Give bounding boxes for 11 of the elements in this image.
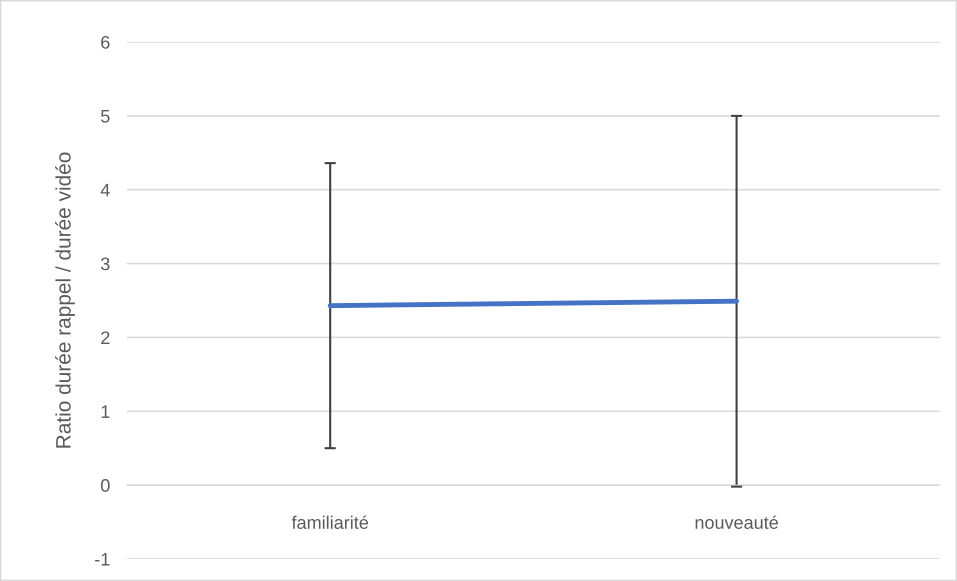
y-tick-label: 4 (100, 184, 110, 196)
y-tick-label: 6 (101, 36, 110, 49)
y-tick-label: -1 (95, 553, 110, 566)
y-axis-title: Ratio durée rappel / durée vidéo (55, 152, 75, 448)
y-tick-label: 3 (100, 258, 110, 270)
y-tick-label: 1 (102, 405, 110, 418)
x-tick-label: nouveauté (696, 515, 778, 529)
y-tick-label: 2 (101, 331, 110, 344)
y-tick-label: 0 (100, 479, 110, 492)
y-tick-label: 5 (101, 110, 110, 123)
x-tick-label: familiarité (292, 515, 368, 529)
